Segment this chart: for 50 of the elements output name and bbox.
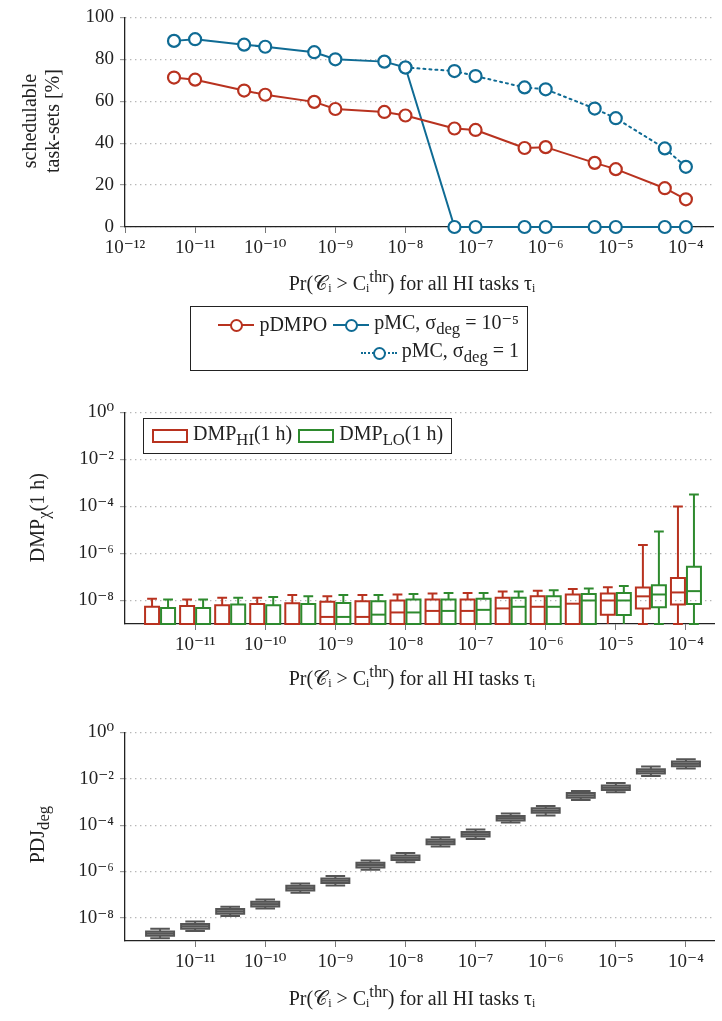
x-tick-label: 10⁻⁷ bbox=[457, 950, 494, 972]
y-tick-label: 10⁻⁸ bbox=[78, 905, 114, 927]
x-axis-title: Pr(𝒞ᵢ > Cᵢ$^{thr}$) for all HI tasks τᵢ bbox=[288, 662, 536, 690]
x-tick-label: 10⁻⁶ bbox=[527, 236, 564, 258]
x-axis-title: Pr(𝒞ᵢ > Cᵢ$^{thr}$) for all HI tasks τᵢ bbox=[288, 267, 536, 295]
x-tick-label: 10⁻¹⁰ bbox=[244, 236, 287, 258]
x-tick-label: 10⁻⁷ bbox=[457, 236, 494, 258]
x-tick-label: 10⁻⁵ bbox=[598, 633, 634, 655]
legend-label: DMP$_{HI}$(1 h) bbox=[193, 422, 293, 450]
x-tick-label: 10⁻⁶ bbox=[527, 633, 564, 655]
y-tick-label: 20 bbox=[95, 173, 114, 195]
x-tick-label: 10⁻⁴ bbox=[668, 950, 705, 972]
legend-label: DMP$_{LO}$(1 h) bbox=[339, 422, 444, 450]
y-axis-title: schedulable task-sets [%] bbox=[17, 68, 63, 175]
y-tick-label: 40 bbox=[95, 131, 114, 153]
x-tick-label: 10⁻⁴ bbox=[668, 236, 705, 258]
x-tick-label: 10⁻⁴ bbox=[668, 633, 705, 655]
y-tick-label: 10⁻⁶ bbox=[78, 859, 114, 881]
y-tick-label: 10⁻⁸ bbox=[78, 588, 114, 610]
x-tick-label: 10⁻¹⁰ bbox=[244, 633, 287, 655]
legend-label: pDMPO bbox=[259, 313, 328, 336]
x-tick-label: 10⁻⁹ bbox=[317, 633, 354, 655]
x-tick-label: 10⁻⁵ bbox=[598, 950, 634, 972]
x-tick-label: 10⁻⁸ bbox=[387, 633, 424, 655]
y-tick-label: 100 bbox=[85, 5, 114, 27]
x-tick-label: 10⁻¹¹ bbox=[174, 950, 216, 972]
y-tick-label: 60 bbox=[95, 89, 114, 111]
y-tick-label: 10⁻² bbox=[79, 766, 115, 788]
y-tick-label: 10⁰ bbox=[87, 400, 115, 422]
y-tick-label: 10⁻⁴ bbox=[78, 813, 115, 835]
x-tick-label: 10⁻¹¹ bbox=[174, 236, 216, 258]
x-tick-label: 10⁻¹² bbox=[104, 236, 146, 258]
y-tick-label: 80 bbox=[95, 47, 114, 69]
x-tick-label: 10⁻⁹ bbox=[317, 236, 354, 258]
x-tick-label: 10⁻¹⁰ bbox=[244, 950, 287, 972]
y-tick-label: 10⁻⁴ bbox=[78, 494, 115, 516]
x-tick-label: 10⁻¹¹ bbox=[174, 633, 216, 655]
y-tick-label: 10⁻² bbox=[79, 447, 115, 469]
y-tick-label: 10⁻⁶ bbox=[78, 541, 114, 563]
x-tick-label: 10⁻⁶ bbox=[527, 950, 564, 972]
x-axis-title: Pr(𝒞ᵢ > Cᵢ$^{thr}$) for all HI tasks τᵢ bbox=[288, 982, 536, 1010]
y-tick-label: 0 bbox=[104, 214, 114, 236]
legend-label: pMC, σ$_{deg}$ = 1 bbox=[401, 339, 519, 367]
x-tick-label: 10⁻⁸ bbox=[387, 236, 424, 258]
y-tick-label: 10⁰ bbox=[87, 720, 115, 742]
x-tick-label: 10⁻⁵ bbox=[597, 236, 634, 258]
legend-label: pMC, σ$_{deg}$ = 10⁻⁵ bbox=[374, 310, 519, 339]
x-tick-label: 10⁻⁹ bbox=[317, 950, 354, 972]
x-tick-label: 10⁻⁷ bbox=[457, 633, 494, 655]
x-tick-label: 10⁻⁸ bbox=[387, 950, 424, 972]
